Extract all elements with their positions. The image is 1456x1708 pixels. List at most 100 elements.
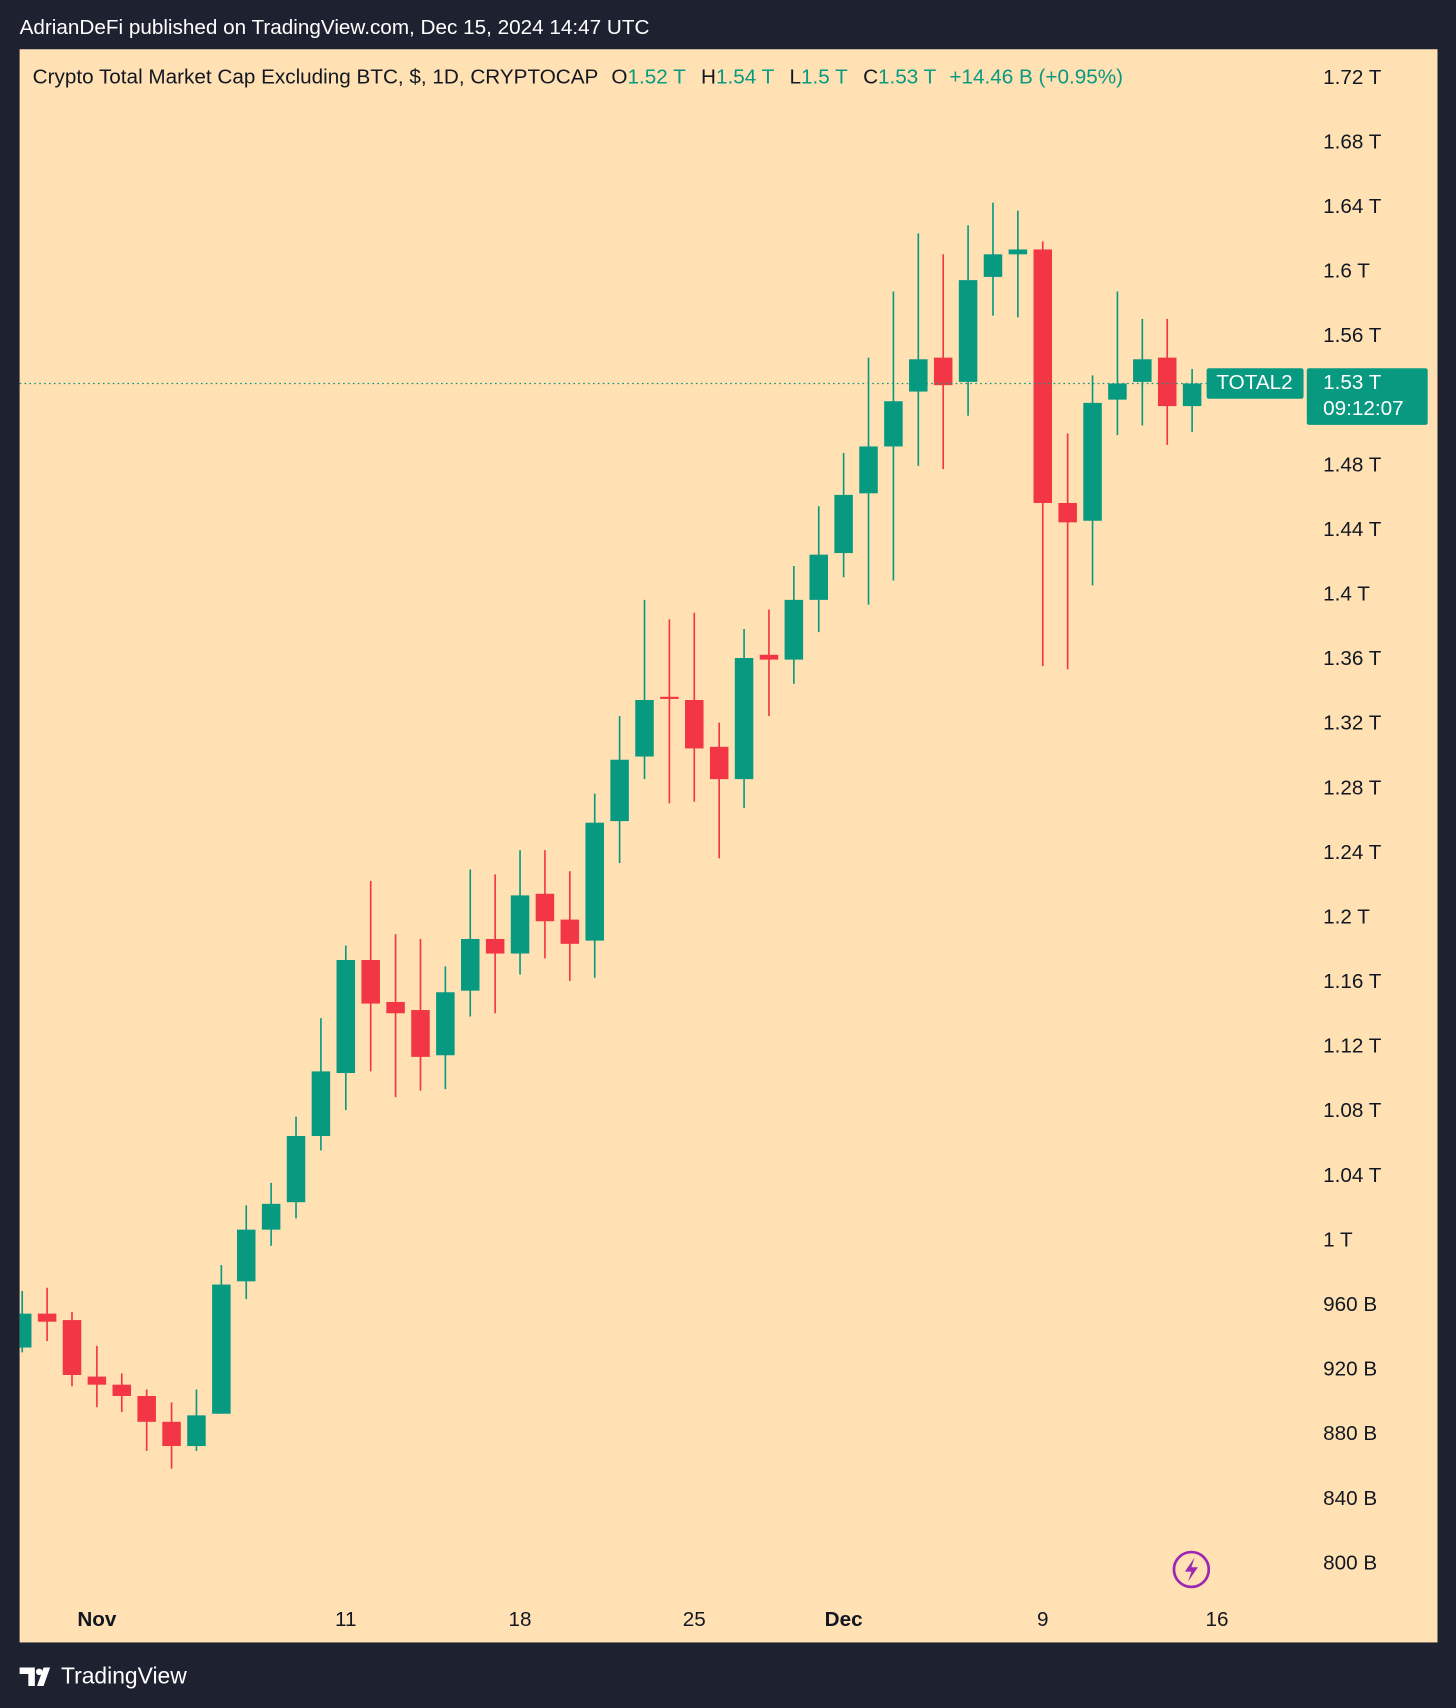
- y-tick-label: 1.56 T: [1323, 324, 1382, 347]
- candle-body: [461, 938, 480, 991]
- chart: 800 B 840 B 880 B 920 B 960 B 1 T 1.04 T 1.08 T…: [19, 66, 1428, 1631]
- x-tick-label: 18: [509, 1608, 532, 1631]
- candle-body: [685, 699, 704, 749]
- countdown-label: 09:12:07: [1323, 397, 1404, 420]
- symbol-label: TOTAL2: [1216, 371, 1292, 394]
- published-note: AdrianDeFi published on TradingView.com,…: [20, 16, 650, 39]
- x-tick-label: 9: [1037, 1608, 1049, 1631]
- y-tick-label: 1.24 T: [1323, 841, 1382, 864]
- candle-body: [635, 699, 654, 757]
- y-tick-label: 1 T: [1323, 1228, 1353, 1251]
- legend-key: O: [611, 66, 627, 89]
- candle-body: [62, 1320, 82, 1375]
- candle-body: [784, 599, 804, 660]
- y-tick-label: 960 B: [1323, 1293, 1377, 1316]
- candle-body: [933, 357, 953, 386]
- candle-body: [162, 1421, 181, 1447]
- candle-body: [834, 494, 853, 554]
- candle-body: [386, 1001, 405, 1014]
- y-tick-label: 880 B: [1323, 1422, 1377, 1445]
- legend-value: 1.5 T: [801, 66, 848, 89]
- chart-background: [19, 49, 1438, 1643]
- price-tag: [1306, 368, 1428, 425]
- price-label: 1.53 T: [1323, 371, 1382, 394]
- y-tick-label: 800 B: [1323, 1551, 1377, 1574]
- legend-change: +14.46 B (+0.95%): [949, 66, 1123, 89]
- y-tick-label: 1.2 T: [1323, 905, 1370, 928]
- candle-body: [709, 746, 729, 780]
- candle-body: [19, 1313, 32, 1348]
- candle-body: [37, 1313, 57, 1322]
- x-tick-label: 25: [683, 1608, 706, 1631]
- candle-body: [1182, 383, 1202, 407]
- candle-body: [137, 1395, 156, 1422]
- candle-body: [759, 654, 779, 660]
- y-tick-label: 1.68 T: [1323, 130, 1382, 153]
- candle-body: [734, 658, 754, 780]
- candle-body: [361, 959, 380, 1004]
- y-tick-label: 920 B: [1323, 1358, 1377, 1381]
- y-tick-label: 1.4 T: [1323, 582, 1370, 605]
- candle-body: [187, 1415, 206, 1447]
- candle-body: [336, 959, 356, 1074]
- y-tick-label: 1.64 T: [1323, 195, 1382, 218]
- legend-value: 1.54 T: [716, 66, 775, 89]
- chart-legend: Crypto Total Market Cap Excluding BTC, $…: [33, 66, 1123, 89]
- y-tick-label: 1.44 T: [1323, 518, 1382, 541]
- candle-body: [909, 359, 928, 392]
- candle-body: [585, 822, 604, 941]
- candle-body: [884, 401, 903, 447]
- legend-value: 1.52 T: [628, 66, 687, 89]
- y-tick-label: 1.48 T: [1323, 453, 1382, 476]
- y-tick-label: 1.72 T: [1323, 66, 1382, 89]
- legend-key: C: [863, 66, 878, 89]
- candle-body: [1133, 359, 1152, 382]
- candle-body: [261, 1203, 281, 1230]
- candle-body: [436, 992, 455, 1056]
- candle-body: [1108, 383, 1127, 400]
- candle-body: [212, 1284, 231, 1414]
- candle-body: [859, 446, 878, 494]
- y-tick-label: 1.16 T: [1323, 970, 1382, 993]
- candle-body: [660, 696, 679, 699]
- candle-body: [87, 1376, 107, 1385]
- x-tick-label: Nov: [77, 1608, 117, 1631]
- candle-body: [485, 938, 505, 954]
- brand-logo: [19, 1667, 51, 1686]
- candle-body: [286, 1135, 306, 1203]
- y-tick-label: 1.32 T: [1323, 712, 1382, 735]
- lightning-icon: [1172, 1550, 1211, 1589]
- candle-body: [311, 1071, 331, 1136]
- candle-body: [236, 1229, 256, 1282]
- candle-body: [1083, 402, 1102, 521]
- x-tick-label: 11: [335, 1608, 356, 1631]
- y-tick-label: 1.28 T: [1323, 776, 1382, 799]
- candle-body: [809, 554, 828, 600]
- symbol-tag: [1206, 368, 1304, 399]
- legend-title: Crypto Total Market Cap Excluding BTC, $…: [33, 66, 599, 89]
- x-tick-label: Dec: [825, 1608, 863, 1631]
- y-tick-label: 1.04 T: [1323, 1164, 1382, 1187]
- candle-body: [1058, 502, 1077, 523]
- legend-value: 1.53 T: [878, 66, 937, 89]
- candle-body: [411, 1010, 430, 1057]
- legend-key: L: [790, 66, 802, 89]
- y-tick-label: 1.08 T: [1323, 1099, 1382, 1122]
- candle-body: [983, 254, 1003, 277]
- candle-body: [1008, 249, 1028, 255]
- candle-body: [1157, 357, 1177, 407]
- candle-body: [112, 1384, 132, 1396]
- y-tick-label: 1.36 T: [1323, 647, 1382, 670]
- y-tick-label: 840 B: [1323, 1487, 1377, 1510]
- brand-name: TradingView: [61, 1662, 187, 1688]
- plot-area: [19, 202, 1202, 1469]
- y-tick-label: 1.12 T: [1323, 1035, 1382, 1058]
- candle-body: [535, 893, 555, 922]
- y-tick-label: 1.6 T: [1323, 260, 1370, 283]
- candle-body: [560, 919, 580, 944]
- candle-body: [610, 759, 629, 822]
- x-tick-label: 16: [1205, 1608, 1228, 1631]
- candle-body: [1033, 249, 1053, 503]
- candle-body: [958, 280, 978, 382]
